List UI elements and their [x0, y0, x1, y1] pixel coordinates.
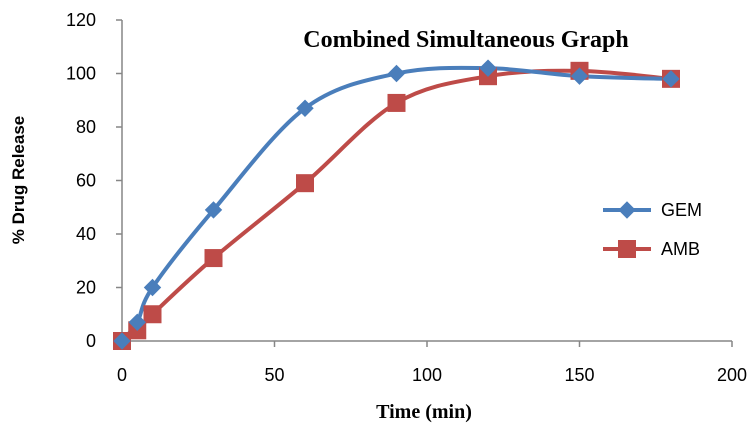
y-tick-label: 60: [76, 171, 96, 191]
data-point-gem: [128, 313, 146, 331]
x-axis-title: Time (min): [376, 401, 472, 423]
legend-marker-amb: [618, 240, 636, 258]
data-point-gem: [662, 70, 680, 88]
legend-label-gem: GEM: [661, 200, 702, 220]
x-tick-label: 150: [564, 365, 594, 385]
data-point-amb: [296, 174, 314, 193]
legend-marker-gem: [618, 201, 636, 219]
data-point-gem: [479, 59, 497, 77]
data-point-amb: [143, 305, 162, 324]
y-tick-label: 20: [76, 278, 96, 298]
x-tick-label: 100: [412, 365, 442, 385]
y-tick-label: 100: [66, 64, 96, 84]
data-point-amb: [204, 249, 223, 268]
legend: GEM AMB: [603, 200, 702, 259]
x-tick-label: 50: [264, 365, 284, 385]
y-tick-label: 0: [86, 331, 96, 351]
data-point-gem: [296, 99, 314, 117]
data-point-gem: [143, 278, 162, 297]
series-layer: [113, 59, 680, 350]
data-point-gem: [570, 67, 589, 85]
x-tick-label: 200: [717, 365, 747, 385]
y-tick-label: 80: [76, 117, 96, 137]
y-tick-label: 40: [76, 224, 96, 244]
x-tick-label: 0: [117, 365, 127, 385]
y-tick-label: 120: [66, 10, 96, 30]
data-point-gem: [113, 332, 131, 350]
chart-title: Combined Simultaneous Graph: [303, 27, 628, 53]
y-axis-title: % Drug Release: [9, 116, 28, 245]
axes: 0 20 40 60 80 100 120 0 50 100 150 200: [66, 10, 747, 385]
data-point-amb: [387, 93, 406, 112]
legend-label-amb: AMB: [661, 239, 700, 259]
data-point-gem: [204, 201, 223, 219]
data-point-gem: [387, 64, 406, 83]
